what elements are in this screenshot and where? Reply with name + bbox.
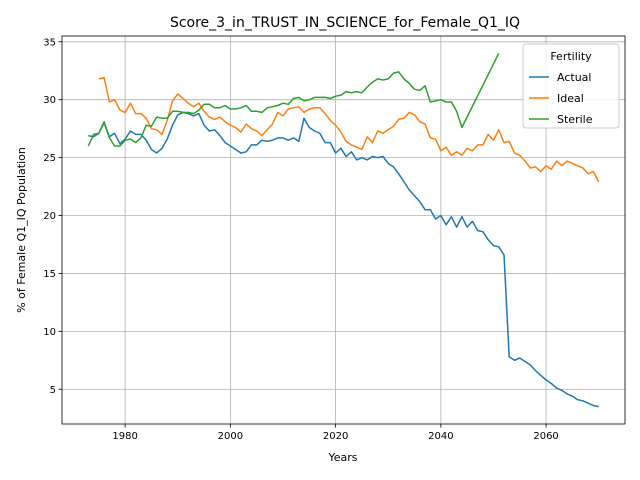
x-tick-label: 2000 [218,431,243,442]
legend-label-ideal: Ideal [557,92,584,105]
y-tick-label: 15 [43,269,56,280]
legend-title: Fertility [550,50,592,63]
y-tick-label: 5 [50,385,56,396]
y-tick-label: 30 [43,95,56,106]
y-axis-ticks: 5 10 15 20 25 30 35 [43,37,62,396]
x-axis-ticks: 1980 2000 2020 2040 2060 [112,424,559,442]
legend-label-sterile: Sterile [557,113,593,126]
x-tick-label: 2040 [428,431,453,442]
plot-frame [61,35,626,425]
x-tick-label: 2020 [323,431,348,442]
chart-title: Score_3_in_TRUST_IN_SCIENCE_for_Female_Q… [170,15,520,31]
y-axis-label: % of Female Q1_IQ Population [15,147,28,313]
y-tick-label: 20 [43,211,56,222]
legend-label-actual: Actual [557,71,591,84]
y-tick-label: 25 [43,153,56,164]
x-axis-label: Years [327,451,357,464]
legend: Fertility Actual Ideal Sterile [522,43,620,129]
y-tick-label: 35 [43,37,56,48]
x-tick-label: 1980 [112,431,137,442]
series-line-ideal [98,76,600,183]
x-tick-label: 2060 [533,431,558,442]
legend-box [522,43,620,129]
series-layer [87,53,600,408]
series-line-actual [88,111,599,408]
y-tick-label: 10 [43,327,56,338]
series-line-sterile [87,53,500,147]
